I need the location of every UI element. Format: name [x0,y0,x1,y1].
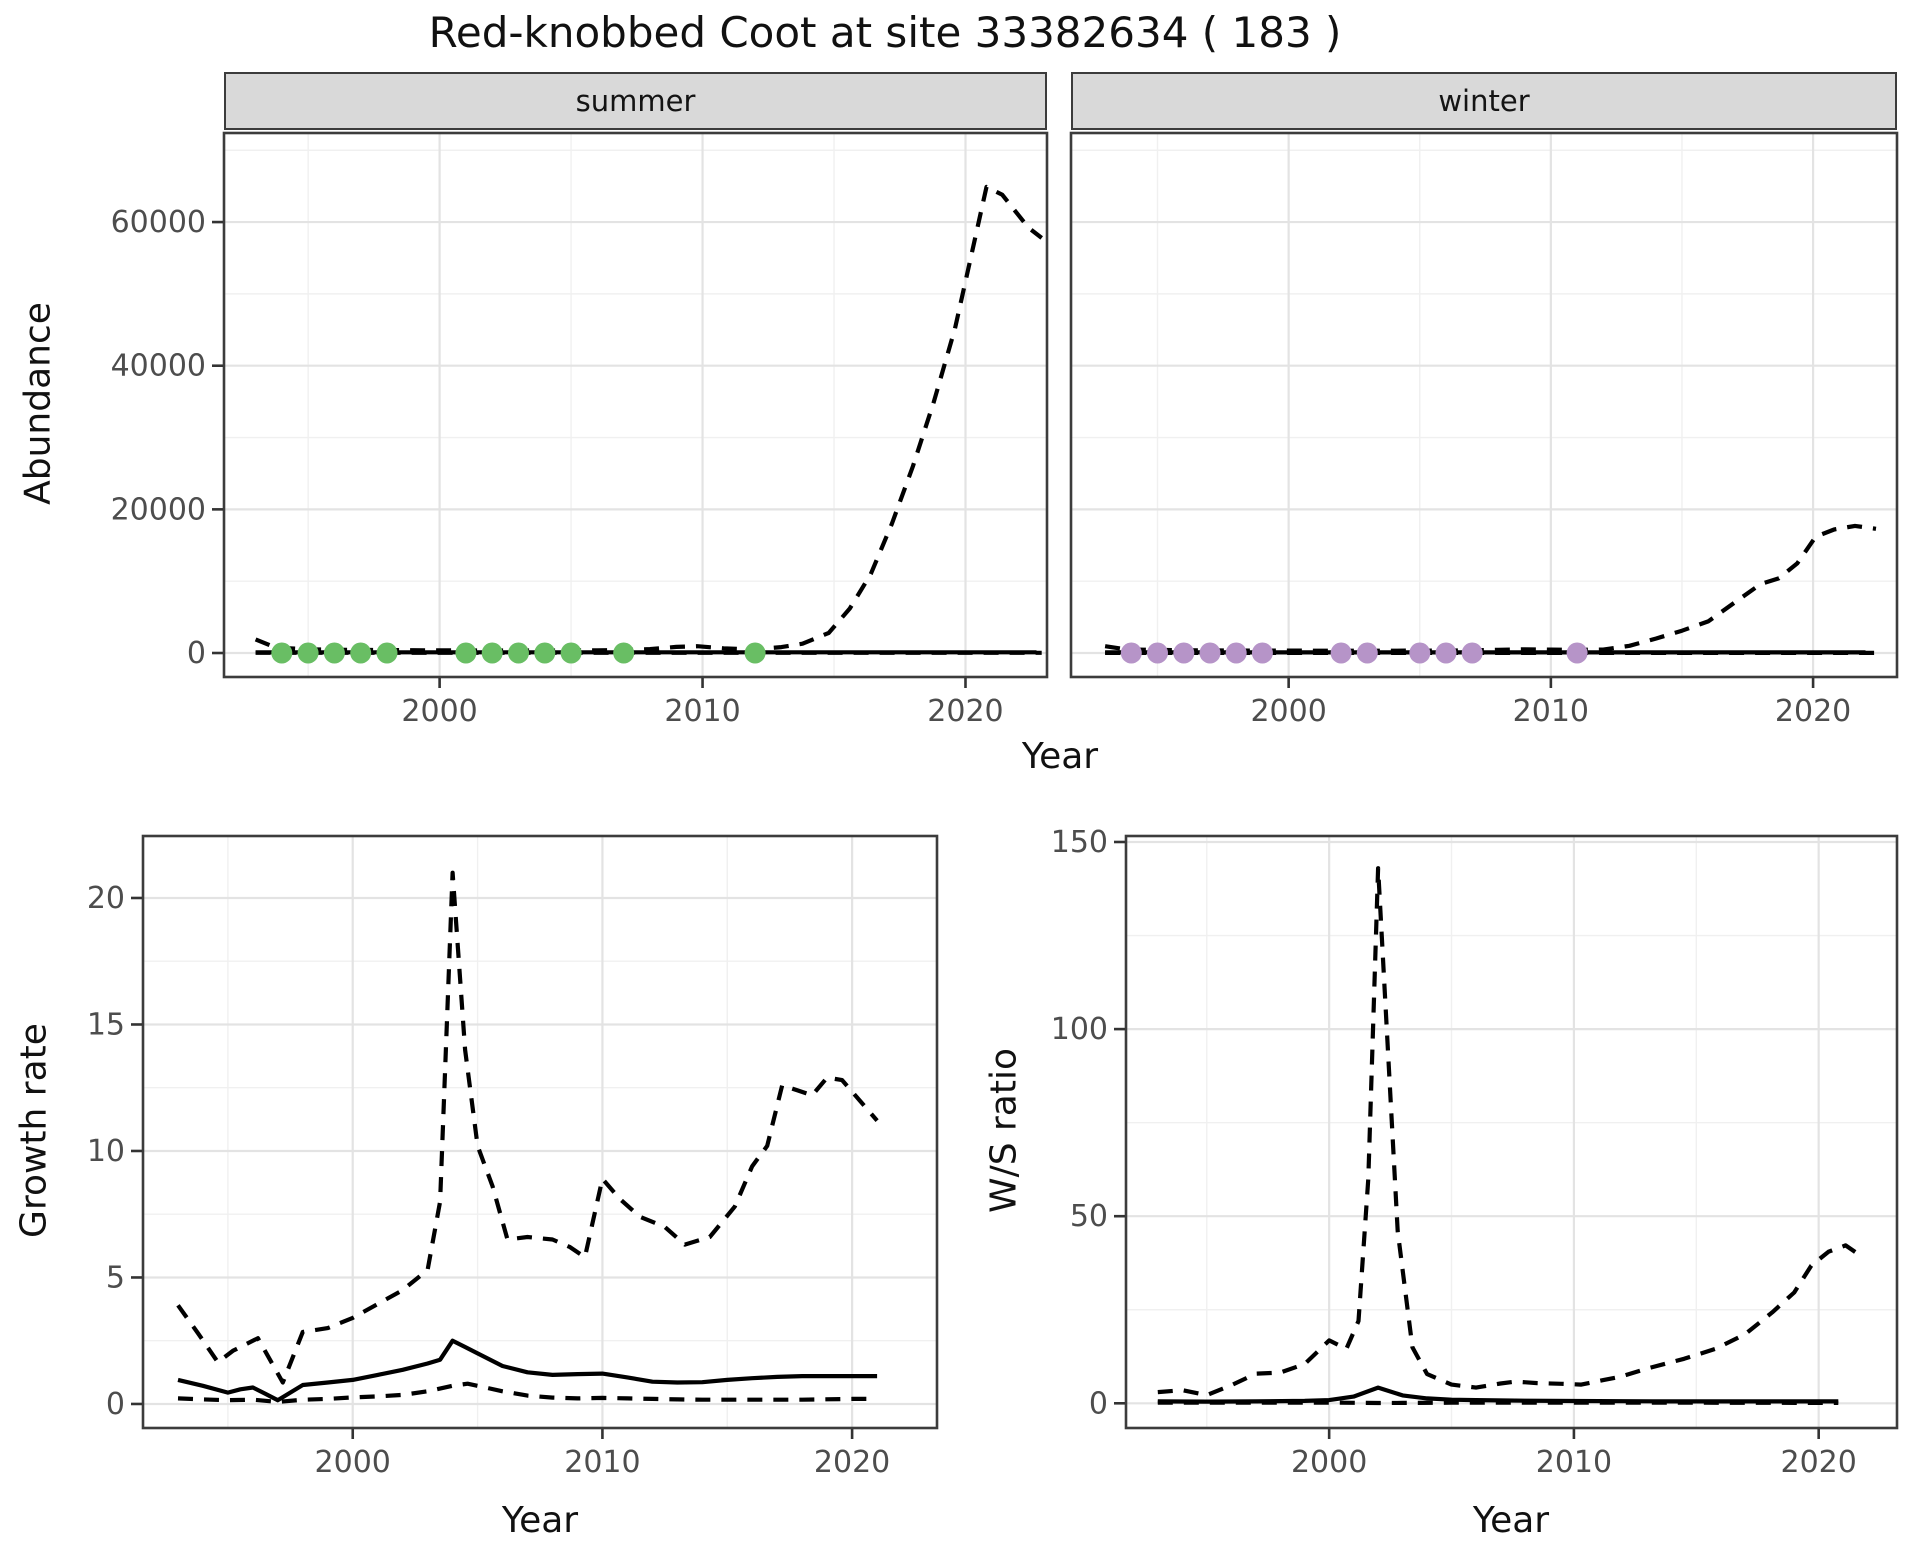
data-point [1173,642,1195,664]
data-point [1199,642,1221,664]
data-point [376,642,398,664]
y-axis-title-ws-ratio: W/S ratio [983,1047,1025,1214]
x-axis-title-year-ws: Year [1472,1500,1550,1541]
panel-ws-ratio: 2000 2010 2020 0 50 100 150 [1051,825,1899,1480]
data-point [560,642,582,664]
data-point [744,642,766,664]
data-point [350,642,372,664]
y-tick-label: 15 [87,1007,125,1042]
data-point [1147,642,1168,664]
panel-border [1124,834,1899,1430]
y-tick-label: 20000 [111,492,206,527]
facet-strip-summer: summer [224,72,1047,130]
x-tick-label: 2010 [564,1445,640,1480]
median-line [1157,1385,1839,1404]
x-axis-title-year-growth: Year [501,1500,579,1541]
grid-minor [143,836,937,1428]
x-tick-label: 2010 [664,694,740,729]
panel-border [222,131,1049,679]
y-tick-label: 10 [87,1134,125,1169]
grid-minor [1126,836,1897,1428]
x-tick-label: 2000 [1291,1445,1367,1480]
y-tick-label: 0 [1089,1386,1108,1421]
y-tick-label: 150 [1051,825,1108,860]
data-point [271,642,293,664]
y-tick-label: 5 [106,1260,125,1295]
x-tick-label: 2000 [401,694,477,729]
observed-counts-points [271,642,766,664]
data-point [481,642,503,664]
data-point [508,642,529,664]
y-axis-title-growth-rate: Growth rate [13,1023,55,1238]
y-tick-label: 40000 [111,349,206,384]
y-axis-title-abundance: Abundance [17,302,59,505]
axis-ticks-and-labels: 2000 2010 2020 0 5 10 15 20 [87,881,890,1480]
y-tick-label: 0 [187,636,206,671]
data-point [1356,642,1378,664]
data-point [1566,642,1588,664]
series-layer [176,870,879,1404]
data-point [1120,642,1142,664]
data-point [1251,642,1273,664]
upper-ci-line [1157,866,1862,1398]
data-point [323,642,345,664]
grid-minor [1071,133,1897,677]
axis-ticks-and-labels: 2000 2010 2020 0 50 100 150 [1051,825,1857,1480]
data-point [613,642,635,664]
panel-background [1126,836,1897,1428]
figure-title: Red-knobbed Coot at site 33382634 ( 183 … [428,8,1342,57]
panel-border [1069,131,1899,679]
grid-minor [224,133,1047,677]
panel-growth-rate: 2000 2010 2020 0 5 10 15 20 [87,834,939,1480]
y-tick-label: 50 [1070,1199,1108,1234]
facet-label-summer: summer [575,84,696,118]
panel-border [141,834,939,1430]
data-point [1409,642,1431,664]
series-layer [1157,866,1862,1406]
panel-summer-abundance: 2000 2010 2020 0 20000 40000 60000 [111,131,1049,729]
observed-counts-points [1120,642,1588,664]
panel-background [1071,133,1897,677]
series-layer [1104,523,1877,664]
x-axis-title-year-top: Year [1021,736,1099,777]
axis-ticks-and-labels: 2000 2010 2020 0 20000 40000 60000 [111,205,1004,729]
y-tick-label: 100 [1051,1012,1108,1047]
data-point [1225,642,1247,664]
upper-ci-line [176,870,879,1385]
lower-ci-line [177,1381,878,1404]
axis-ticks-and-labels: 2000 2010 2020 [1250,678,1851,729]
data-point [534,642,556,664]
y-tick-label: 60000 [111,205,206,240]
panel-background [143,836,937,1428]
x-tick-label: 2000 [1250,694,1326,729]
grid-major [143,836,937,1428]
y-tick-label: 20 [87,881,125,916]
data-point [297,642,319,664]
data-point [455,642,477,664]
facet-label-winter: winter [1438,84,1530,118]
x-tick-label: 2020 [927,694,1003,729]
panel-winter-abundance: 2000 2010 2020 [1069,131,1899,729]
data-point [1461,642,1483,664]
x-tick-label: 2020 [1775,694,1851,729]
y-tick-label: 0 [106,1387,125,1422]
x-tick-label: 2010 [1536,1445,1612,1480]
panel-background [224,133,1047,677]
series-layer [254,184,1043,664]
x-tick-label: 2020 [814,1445,890,1480]
data-point [1330,642,1352,664]
x-tick-label: 2010 [1513,694,1589,729]
median-line [177,1338,878,1403]
x-tick-label: 2020 [1780,1445,1856,1480]
facet-strip-winter: winter [1071,72,1897,130]
data-point [1435,642,1457,664]
x-tick-label: 2000 [315,1445,391,1480]
